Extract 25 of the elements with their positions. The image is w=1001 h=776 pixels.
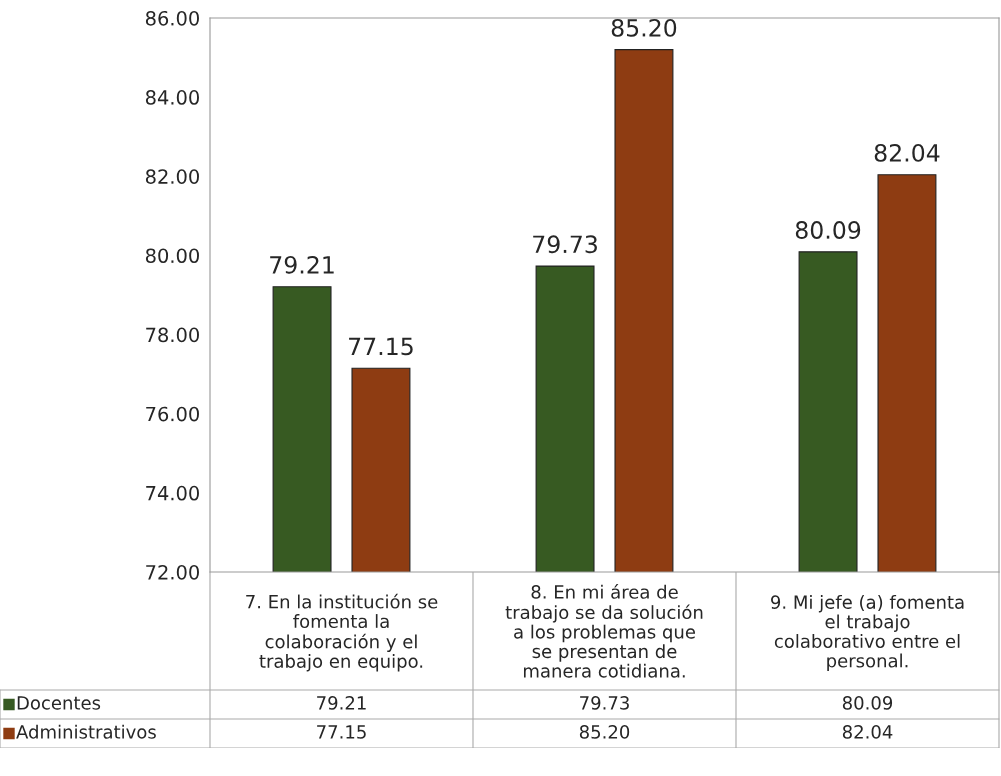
legend-label: Administrativos	[16, 724, 156, 739]
text: 82.04	[874, 143, 940, 162]
x-tick-label: 8. En mi área de trabajo se da solución a los problemas que se presentan de manera cotidiana.	[505, 584, 703, 678]
y-tick-label: 84.00	[145, 90, 199, 105]
data-label: 80.09	[842, 696, 893, 710]
text: 77.15	[349, 337, 413, 356]
y-tick-label: 82.00	[145, 169, 199, 184]
y-tick-label: 74.00	[146, 485, 199, 501]
data-label: 79.21	[317, 696, 366, 710]
text: 79.21	[270, 255, 334, 274]
y-tick-label: 72.00	[146, 564, 199, 580]
x-tick-label: 9. Mi jefe (a) fomenta el trabajo colaborativo entre el personal.	[771, 594, 964, 672]
y-tick-label: 86.00	[145, 10, 199, 26]
data-label: 77.15	[317, 725, 366, 739]
y-tick-label: 78.00	[146, 327, 199, 343]
y-tick-label: 80.00	[145, 248, 199, 264]
data-label: 79.73	[580, 696, 629, 710]
data-label: 85.20	[579, 725, 630, 739]
text: 85.20	[611, 18, 677, 37]
y-tick-label: 76.00	[146, 406, 199, 422]
text: 80.09	[795, 221, 861, 239]
x-tick-label: 7. En la institución se fomenta la colaboración y el trabajo en equipo.	[246, 593, 438, 672]
text: 79.73	[533, 235, 597, 254]
data-label: 82.04	[842, 725, 893, 739]
legend-label: Docentes	[17, 696, 101, 710]
